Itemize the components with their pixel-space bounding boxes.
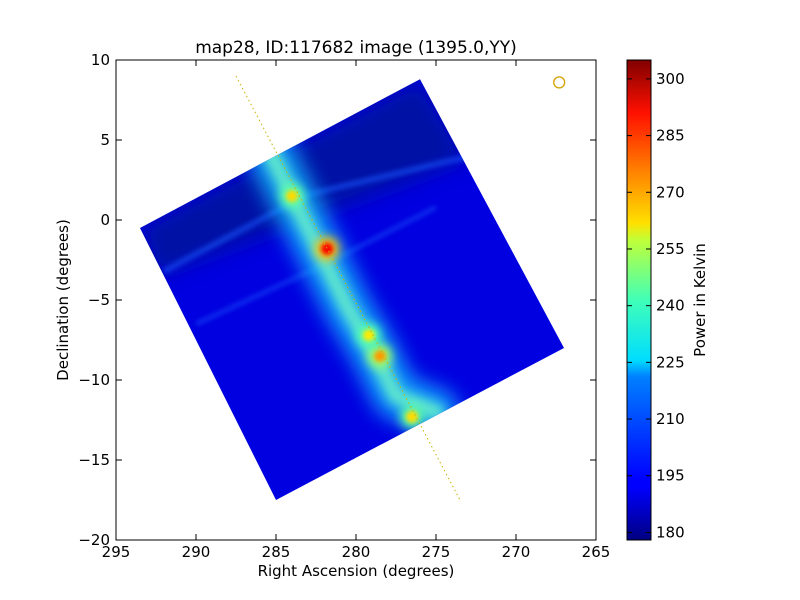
hot-spot bbox=[406, 410, 418, 423]
colorbar-tick-label: 240 bbox=[656, 297, 685, 315]
colorbar-ticks: 180 195 210 225 240 255 270 285 300 bbox=[627, 70, 685, 541]
y-tick-label: −15 bbox=[78, 451, 110, 469]
y-tick-label: 5 bbox=[100, 131, 110, 149]
hot-spot bbox=[286, 190, 298, 202]
y-tick-label: −20 bbox=[78, 531, 110, 549]
colorbar-tick-label: 195 bbox=[656, 467, 685, 485]
y-tick-label: −5 bbox=[88, 291, 110, 309]
hot-spot bbox=[362, 329, 375, 342]
heatmap-image bbox=[140, 79, 564, 500]
x-tick-label: 275 bbox=[422, 543, 451, 561]
y-tick-label: −10 bbox=[78, 371, 110, 389]
x-axis-label: Right Ascension (degrees) bbox=[258, 562, 455, 580]
x-axis-ticks: 295 290 285 280 275 270 265 bbox=[102, 60, 611, 561]
colorbar-tick-label: 255 bbox=[656, 240, 685, 258]
colorbar-tick-label: 300 bbox=[656, 70, 685, 88]
x-tick-label: 280 bbox=[342, 543, 371, 561]
y-tick-label: 0 bbox=[100, 211, 110, 229]
x-tick-label: 295 bbox=[102, 543, 131, 561]
colorbar-tick-label: 225 bbox=[656, 353, 685, 371]
colorbar-label: Power in Kelvin bbox=[691, 243, 709, 357]
galactic-plane-core bbox=[260, 140, 444, 420]
x-tick-label: 270 bbox=[502, 543, 531, 561]
x-tick-label: 285 bbox=[262, 543, 291, 561]
colorbar bbox=[627, 60, 651, 540]
hot-spots bbox=[280, 184, 424, 429]
beam-marker bbox=[553, 76, 566, 89]
colorbar-tick-label: 210 bbox=[656, 410, 685, 428]
chart-title: map28, ID:117682 image (1395.0,YY) bbox=[195, 38, 517, 58]
x-tick-label: 290 bbox=[182, 543, 211, 561]
colorbar-frame bbox=[626, 59, 652, 541]
colorbar-tick-label: 285 bbox=[656, 127, 685, 145]
x-tick-label: 265 bbox=[582, 543, 611, 561]
y-tick-label: 10 bbox=[91, 51, 110, 69]
y-axis-label: Declination (degrees) bbox=[54, 219, 72, 381]
galactic-plane-line bbox=[235, 75, 461, 501]
hot-spot bbox=[321, 242, 334, 255]
y-axis-ticks: 10 5 0 −5 −10 −15 −20 bbox=[78, 51, 596, 549]
hot-spot bbox=[374, 350, 386, 362]
colorbar-tick-label: 270 bbox=[656, 183, 685, 201]
colorbar-tick-label: 180 bbox=[656, 523, 685, 541]
